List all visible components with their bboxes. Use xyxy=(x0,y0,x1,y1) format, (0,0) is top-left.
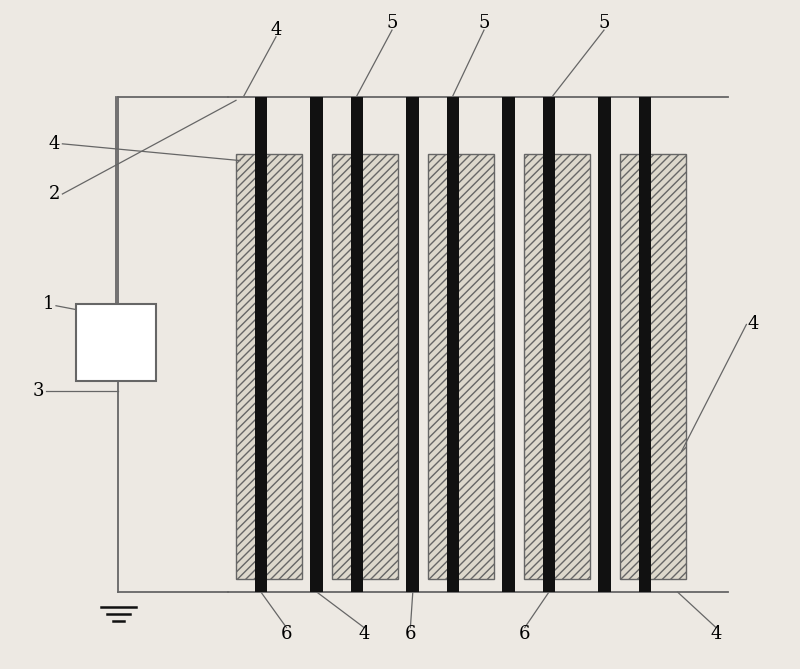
Bar xyxy=(638,97,651,592)
Text: 4: 4 xyxy=(748,316,759,333)
Text: 2: 2 xyxy=(49,185,60,203)
Bar xyxy=(254,97,267,592)
Bar xyxy=(310,97,323,592)
Bar xyxy=(446,97,459,592)
Text: 6: 6 xyxy=(405,626,416,643)
Text: 6: 6 xyxy=(519,626,530,643)
Bar xyxy=(524,154,590,579)
Text: 1: 1 xyxy=(43,296,54,313)
Text: 4: 4 xyxy=(270,21,282,39)
Text: 5: 5 xyxy=(598,15,610,32)
Bar xyxy=(236,154,302,579)
Text: 4: 4 xyxy=(358,626,370,643)
Text: 5: 5 xyxy=(386,15,398,32)
Bar xyxy=(598,97,611,592)
Text: 4: 4 xyxy=(49,135,60,153)
Bar xyxy=(350,97,363,592)
Bar xyxy=(620,154,686,579)
Text: 5: 5 xyxy=(478,15,490,32)
Bar xyxy=(332,154,398,579)
Bar xyxy=(76,304,156,381)
Text: 3: 3 xyxy=(33,383,44,400)
Text: 6: 6 xyxy=(281,626,292,643)
Bar xyxy=(406,97,419,592)
Text: 4: 4 xyxy=(710,626,722,643)
Bar xyxy=(542,97,555,592)
Bar xyxy=(428,154,494,579)
Bar xyxy=(502,97,515,592)
